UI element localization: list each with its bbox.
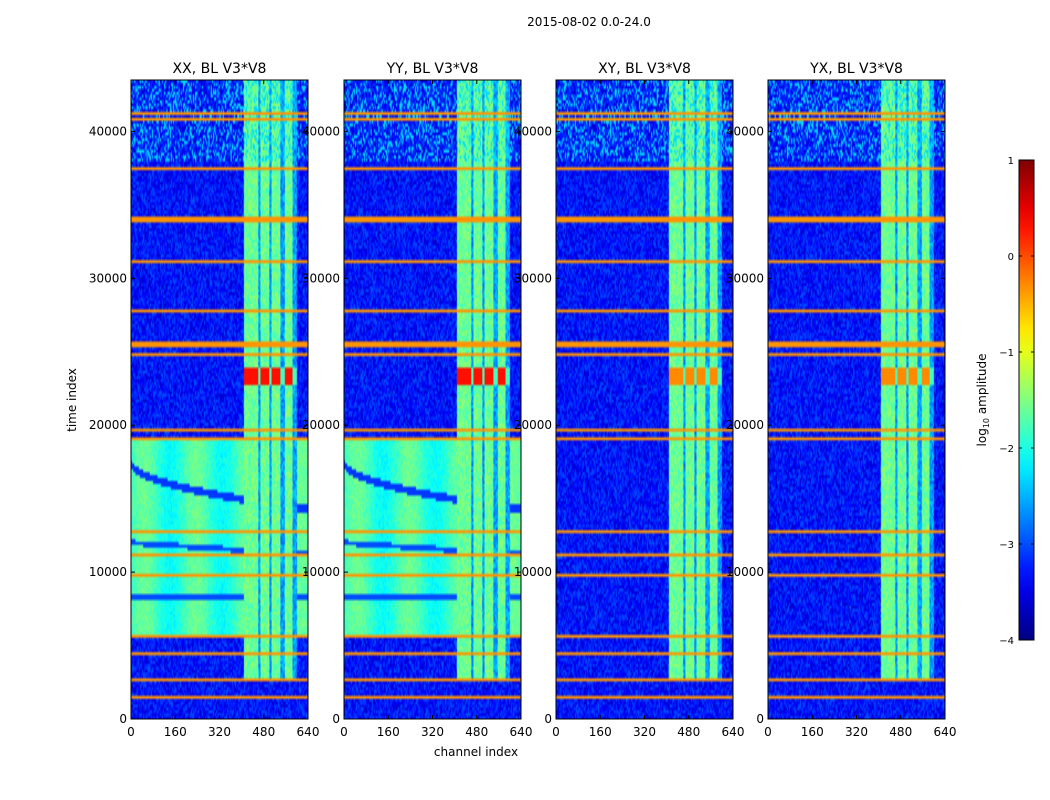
panels-group: XX, BL V3*V8 0 160 320 480 640 0 10000 20000 3000… — [89, 61, 957, 739]
colorbar-gradient — [1018, 159, 1035, 641]
colorbar-tick-label: −2 — [999, 444, 1014, 455]
x-tick-label: 0 — [340, 725, 348, 739]
y-tick-label: 10000 — [726, 565, 764, 579]
x-tick-label: 640 — [722, 725, 745, 739]
panel-yx: YX, BL V3*V8 0 160 320 480 640 0 10000 20000 3000… — [726, 61, 957, 739]
x-axis-label: channel index — [434, 745, 518, 759]
y-axis-label: time index — [65, 368, 79, 432]
panel-xx: XX, BL V3*V8 0 160 320 480 640 0 10000 20000 3000… — [89, 61, 320, 739]
colorbar-tick-label: 1 — [1008, 156, 1014, 167]
x-tick-label: 480 — [252, 725, 275, 739]
heatmap-image-yy — [344, 80, 521, 719]
x-tick-label: 0 — [127, 725, 135, 739]
y-tick-label: 40000 — [89, 124, 127, 138]
y-tick-label: 40000 — [514, 124, 552, 138]
panel-xy: XY, BL V3*V8 0 160 320 480 640 0 10000 20000 3000… — [514, 61, 745, 739]
x-tick-label: 320 — [845, 725, 868, 739]
figure-suptitle: 2015-08-02 0.0-24.0 — [527, 15, 651, 29]
colorbar-label-suffix: amplitude — [975, 354, 989, 418]
colorbar: 1 0 −1 −2 −3 −4 — [999, 156, 1035, 647]
y-tick-label: 10000 — [89, 565, 127, 579]
panel-title: XY, BL V3*V8 — [598, 61, 691, 77]
x-tick-label: 320 — [208, 725, 231, 739]
x-tick-label: 480 — [677, 725, 700, 739]
x-tick-label: 160 — [801, 725, 824, 739]
x-tick-label: 640 — [297, 725, 320, 739]
y-tick-label: 0 — [332, 712, 340, 726]
heatmap-image-xy — [556, 80, 733, 719]
y-tick-label: 30000 — [89, 271, 127, 285]
x-tick-label: 480 — [465, 725, 488, 739]
x-tick-label: 160 — [377, 725, 400, 739]
colorbar-label: log10 amplitude — [975, 354, 991, 447]
x-tick-label: 320 — [633, 725, 656, 739]
y-tick-label: 0 — [119, 712, 127, 726]
y-tick-label: 10000 — [514, 565, 552, 579]
panel-title: XX, BL V3*V8 — [173, 61, 267, 77]
x-tick-label: 160 — [164, 725, 187, 739]
panel-title: YY, BL V3*V8 — [386, 61, 479, 77]
panel-yy: YY, BL V3*V8 0 160 320 480 640 0 10000 20000 3000… — [302, 61, 533, 739]
colorbar-label-prefix: log — [975, 428, 989, 446]
heatmap-image-xx — [131, 80, 308, 719]
heatmap-image-yx — [768, 80, 945, 719]
colorbar-tick-label: 0 — [1008, 252, 1014, 263]
x-tick-label: 320 — [421, 725, 444, 739]
x-tick-label: 160 — [589, 725, 612, 739]
x-tick-label: 0 — [764, 725, 772, 739]
y-tick-label: 20000 — [302, 418, 340, 432]
colorbar-tick-label: −3 — [999, 540, 1014, 551]
x-tick-label: 640 — [934, 725, 957, 739]
x-tick-label: 640 — [510, 725, 533, 739]
y-tick-label: 20000 — [514, 418, 552, 432]
colorbar-tick-label: −1 — [999, 348, 1014, 359]
y-tick-label: 30000 — [514, 271, 552, 285]
x-tick-label: 480 — [889, 725, 912, 739]
y-tick-label: 30000 — [726, 271, 764, 285]
y-tick-label: 0 — [756, 712, 764, 726]
y-tick-label: 20000 — [726, 418, 764, 432]
colorbar-tick-label: −4 — [999, 636, 1014, 647]
y-tick-label: 10000 — [302, 565, 340, 579]
y-tick-label: 20000 — [89, 418, 127, 432]
y-tick-label: 0 — [544, 712, 552, 726]
colorbar-label-sub: 10 — [982, 418, 991, 428]
y-tick-label: 40000 — [302, 124, 340, 138]
panel-title: YX, BL V3*V8 — [809, 61, 903, 77]
y-tick-label: 40000 — [726, 124, 764, 138]
y-tick-label: 30000 — [302, 271, 340, 285]
x-tick-label: 0 — [552, 725, 560, 739]
